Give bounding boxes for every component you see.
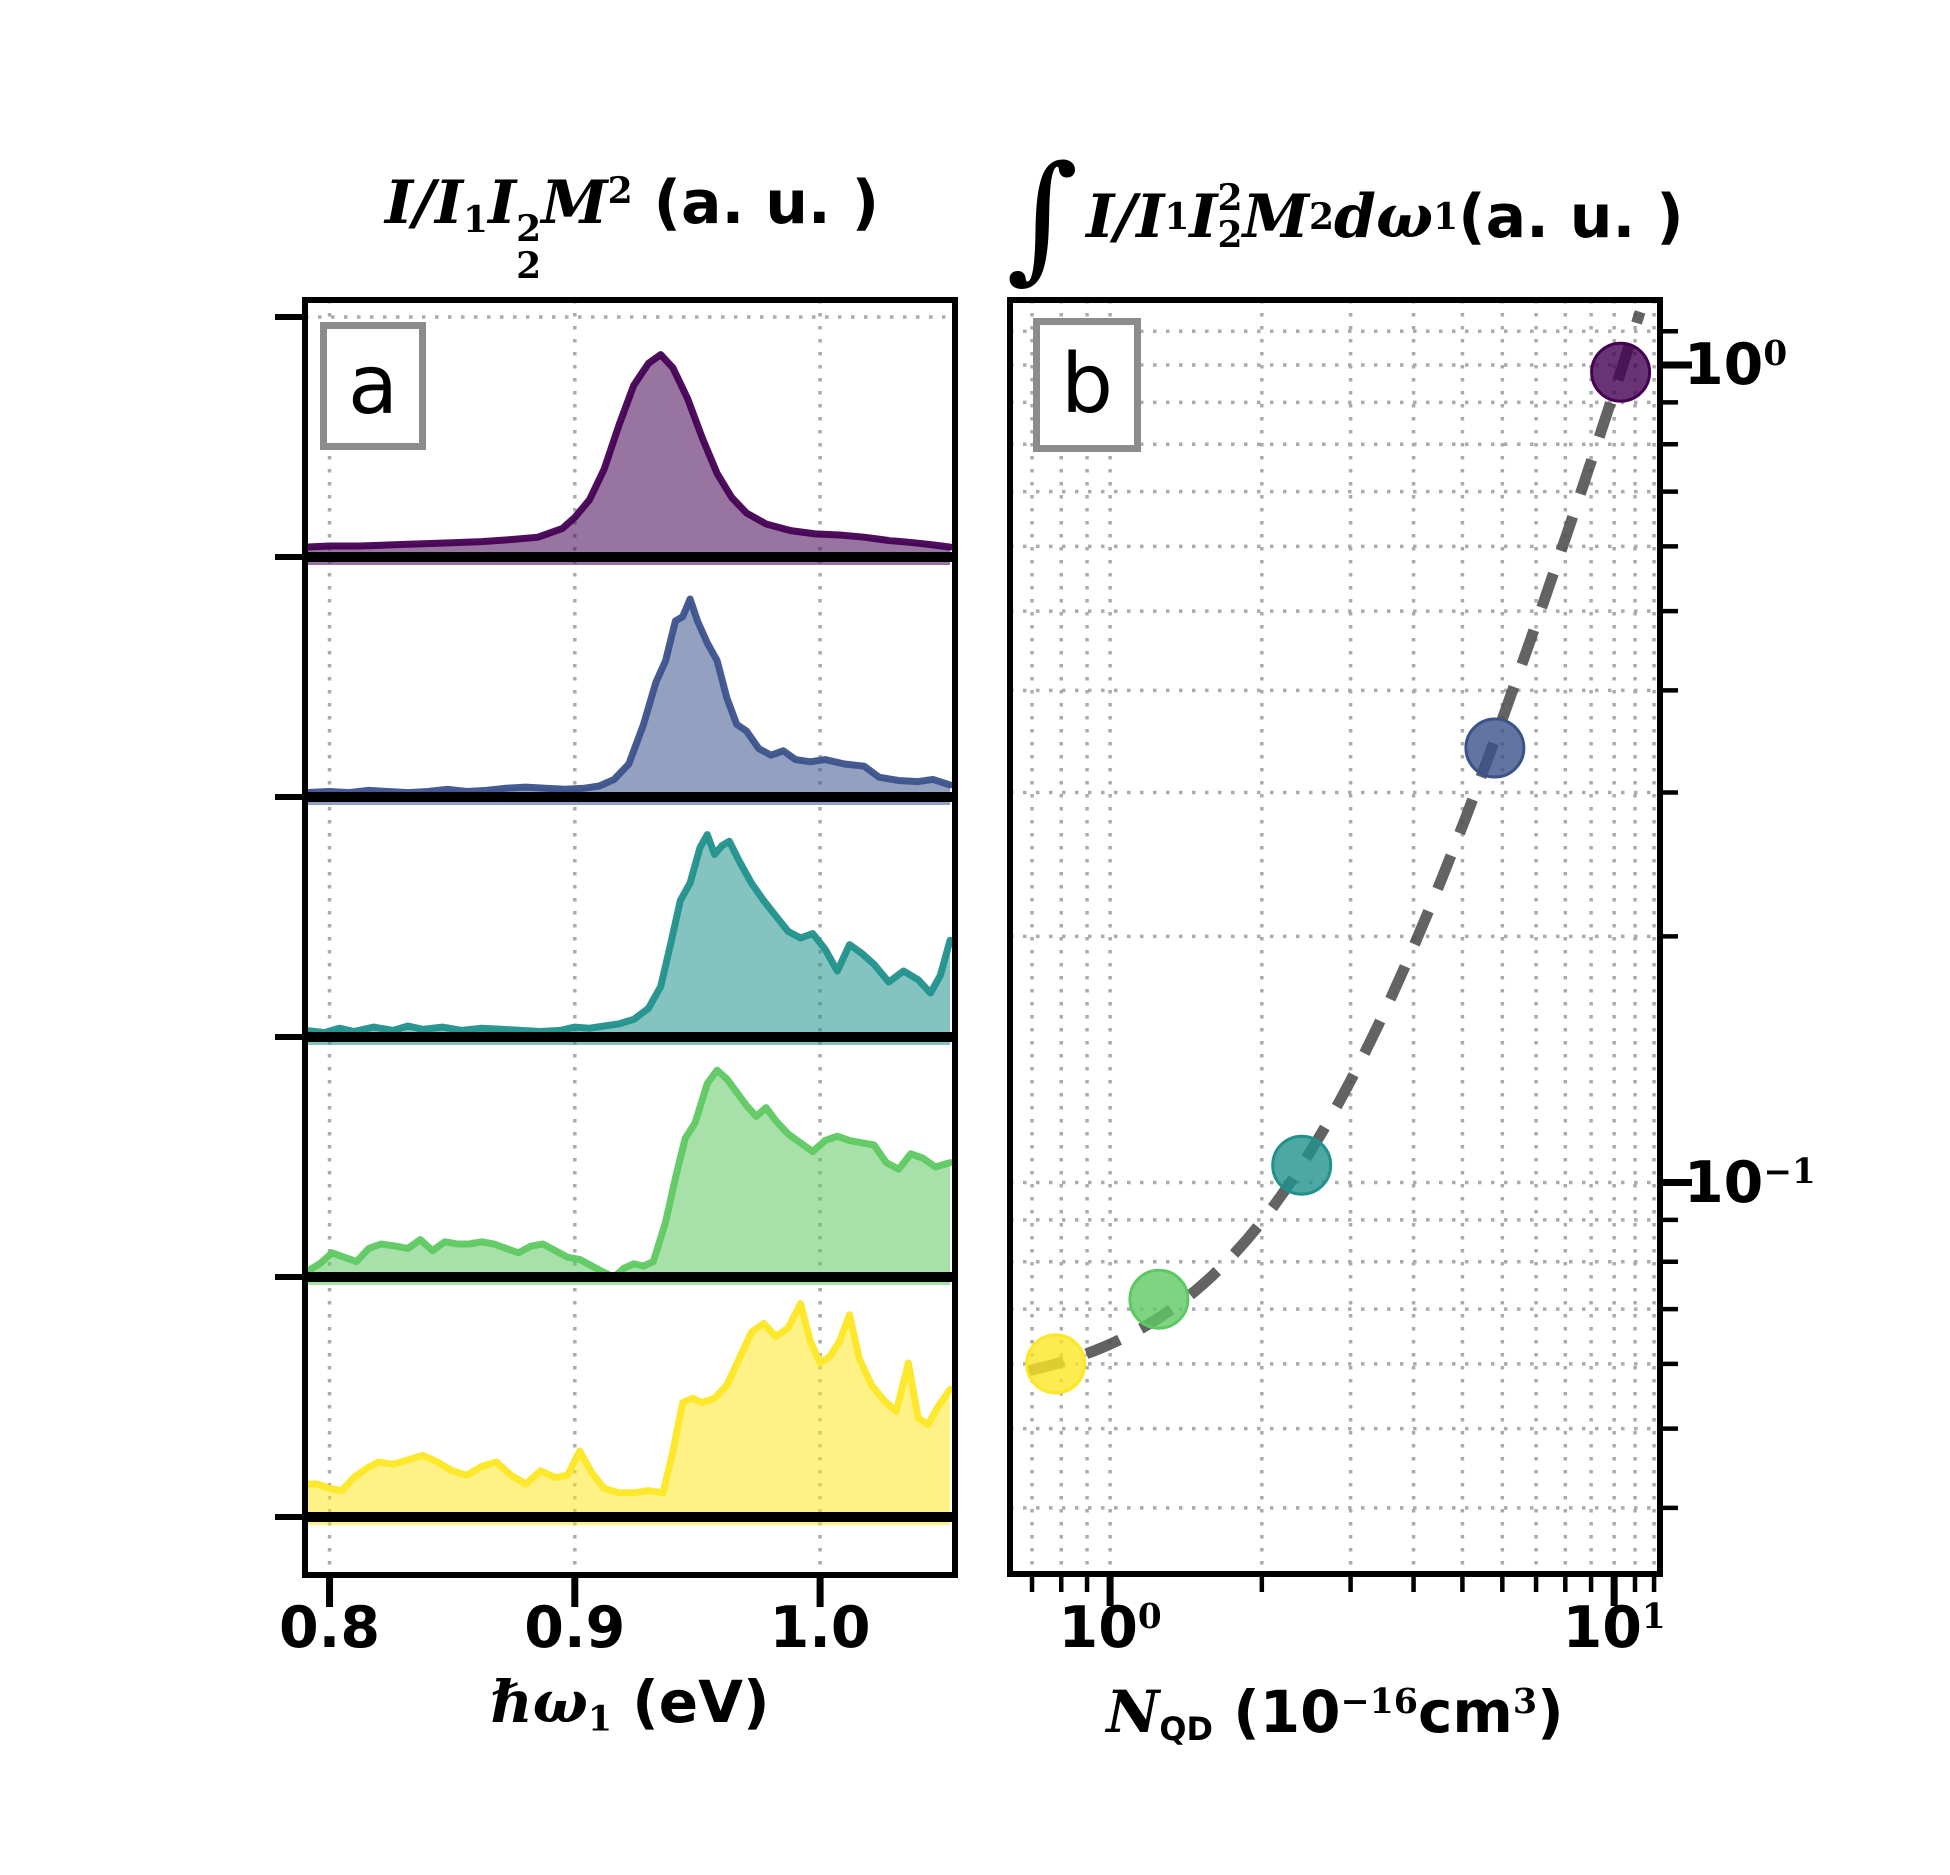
panel-b-x-tick-label: 101 (1562, 1595, 1666, 1661)
panel-b-title: ∫ I / I 1 I 2 2 M 2 dω 1 (a. u. ) (1006, 136, 1684, 297)
spectrum-fill-blue (305, 599, 951, 805)
panel-b-xaxis-label: NQD (10−16cm3) (1106, 1678, 1564, 1748)
spectrum-trace-purple (305, 351, 954, 551)
spectrum-fill-yellow (305, 1303, 951, 1525)
panel-b-letter-box: b (1033, 318, 1141, 452)
scatter-point-blue (1464, 717, 1526, 779)
panel-b-x-tick-label: 100 (1058, 1595, 1162, 1661)
panel-b-y-tick-label: 100 (1684, 332, 1788, 399)
panel-a-title: I/I1I 2 2 M2 (a. u. ) (384, 168, 880, 287)
spectrum-fill-purple (305, 354, 951, 565)
panel-a-spines (302, 297, 958, 1578)
spectrum-fill-green (305, 1070, 951, 1285)
spectrum-trace-teal (305, 831, 954, 1037)
spectrum-trace-green (305, 1066, 954, 1281)
fit-line (1027, 310, 1646, 1377)
panel-a-letter: a (347, 338, 399, 433)
panel-a-x-tick-label: 0.8 (279, 1595, 381, 1661)
panel-a-xaxis-label: ℏω1 (eV) (490, 1668, 770, 1740)
scatter-point-teal (1271, 1134, 1333, 1196)
spectrum-fill-teal (305, 834, 951, 1045)
spectrum-trace-blue (305, 595, 954, 797)
panel-b-letter: b (1060, 337, 1114, 432)
panel-a-x-tick-label: 0.9 (524, 1595, 626, 1661)
panel-a-x-tick-label: 1.0 (769, 1595, 871, 1661)
spectrum-trace-yellow (305, 1300, 954, 1497)
panel-a-letter-box: a (320, 322, 426, 450)
scatter-point-green (1128, 1268, 1190, 1330)
panel-b-y-tick-label: 10−1 (1684, 1149, 1816, 1216)
scatter-point-yellow (1025, 1333, 1087, 1395)
scatter-point-purple (1590, 341, 1652, 403)
